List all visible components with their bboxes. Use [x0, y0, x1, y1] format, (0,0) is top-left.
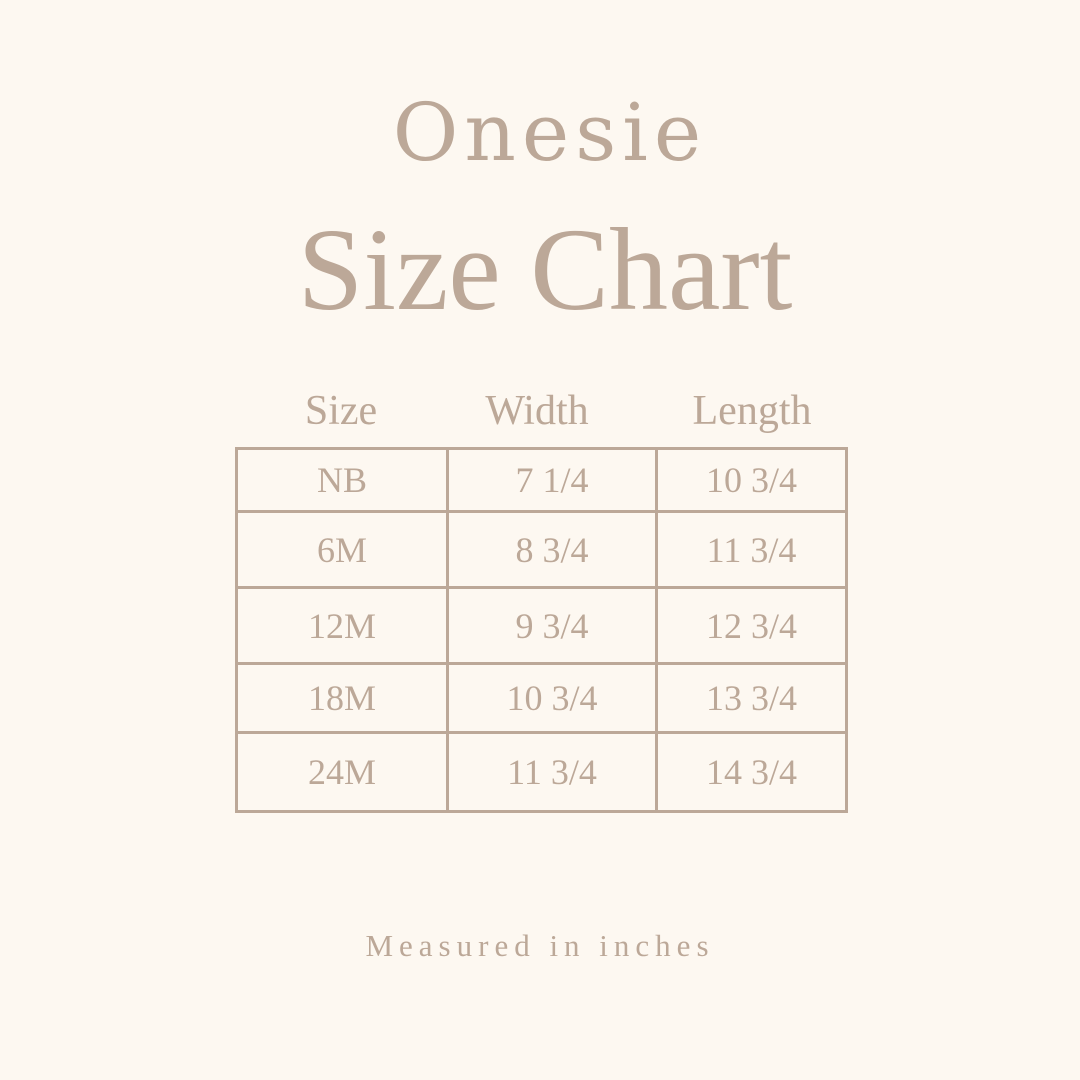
cell-width: 7 1/4 — [446, 447, 658, 513]
cell-length: 12 3/4 — [655, 586, 848, 665]
cell-size: 6M — [235, 510, 449, 589]
table-row: NB 7 1/4 10 3/4 — [235, 447, 848, 513]
header-length: Length — [692, 388, 812, 434]
cell-length: 11 3/4 — [655, 510, 848, 589]
cell-length: 13 3/4 — [655, 662, 848, 734]
title-onesie: Onesie — [392, 86, 708, 179]
title-size-chart: Size Chart — [297, 204, 793, 335]
table-row: 18M 10 3/4 13 3/4 — [235, 662, 848, 734]
header-width: Width — [485, 388, 589, 434]
cell-width: 11 3/4 — [446, 731, 658, 813]
cell-length: 10 3/4 — [655, 447, 848, 513]
table-row: 6M 8 3/4 11 3/4 — [235, 510, 848, 589]
cell-width: 8 3/4 — [446, 510, 658, 589]
table-row: 12M 9 3/4 12 3/4 — [235, 586, 848, 665]
size-table: NB 7 1/4 10 3/4 6M 8 3/4 11 3/4 12M 9 3/… — [235, 447, 848, 813]
header-size: Size — [304, 388, 378, 434]
footer-note: Measured in inches — [365, 928, 715, 963]
cell-size: 12M — [235, 586, 449, 665]
cell-width: 9 3/4 — [446, 586, 658, 665]
cell-width: 10 3/4 — [446, 662, 658, 734]
cell-size: 24M — [235, 731, 449, 813]
cell-length: 14 3/4 — [655, 731, 848, 813]
cell-size: NB — [235, 447, 449, 513]
table-row: 24M 11 3/4 14 3/4 — [235, 731, 848, 813]
cell-size: 18M — [235, 662, 449, 734]
